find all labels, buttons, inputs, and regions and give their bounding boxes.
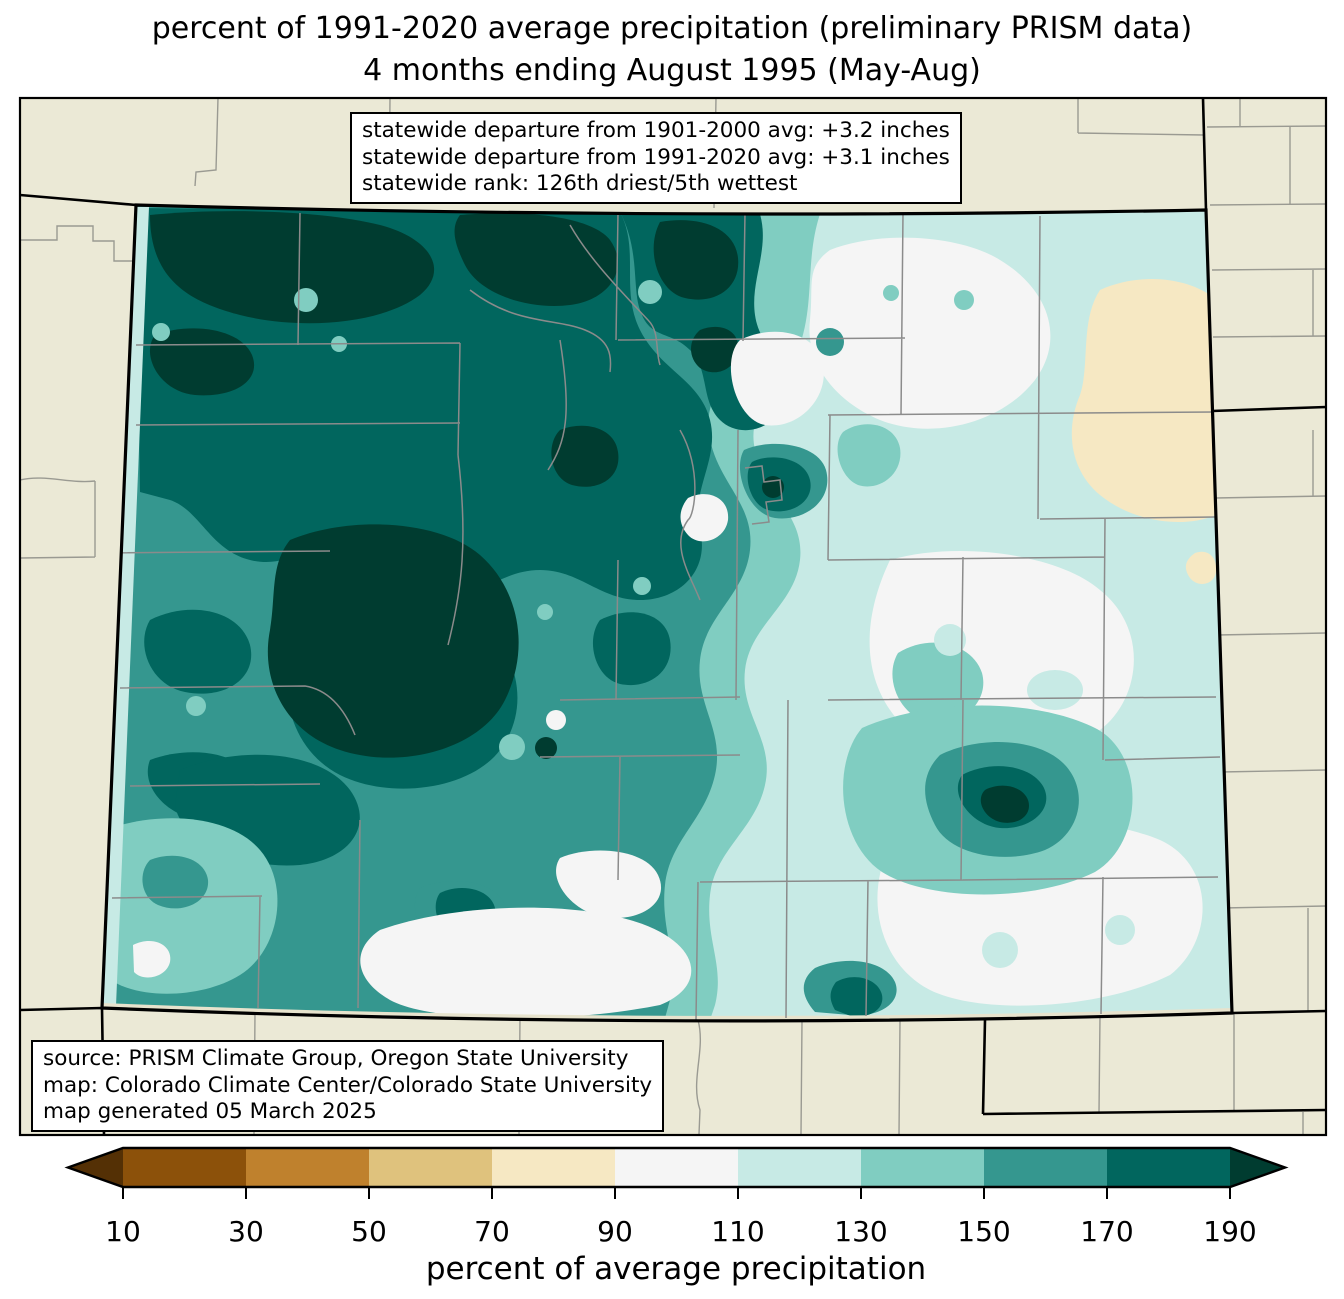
colorbar-axis-label: percent of average precipitation <box>426 1251 926 1287</box>
stats-annotation-box: statewide departure from 1901-2000 avg: … <box>350 112 962 204</box>
colorbar-extend-low-arrow <box>68 1148 123 1187</box>
colorbar-segment <box>615 1148 738 1187</box>
colorbar-tick-label: 30 <box>228 1215 264 1248</box>
colorbar-segment <box>738 1148 861 1187</box>
colorado-county-lines <box>104 212 1221 1021</box>
title-line-2: 4 months ending August 1995 (May-Aug) <box>363 53 981 88</box>
contour-sw-pocket-core <box>142 855 209 909</box>
colorbar-segment <box>246 1148 369 1187</box>
colorbar-segment <box>1107 1148 1230 1187</box>
contour-110-130-islands <box>934 624 1135 968</box>
axes-frame <box>18 96 1328 1137</box>
colorado-state-border <box>100 203 1234 1023</box>
colorbar-segment <box>492 1148 615 1187</box>
colorbar-tick-label: 110 <box>711 1215 764 1248</box>
stats-line-2: statewide departure from 1991-2020 avg: … <box>362 144 950 170</box>
colorbar-tick-label: 170 <box>1080 1215 1133 1248</box>
colorbar-segment <box>369 1148 492 1187</box>
source-line-3: map generated 05 March 2025 <box>43 1099 377 1124</box>
title-line-1: percent of 1991-2020 average precipitati… <box>151 11 1193 46</box>
colorbar-tick-label: 130 <box>834 1215 887 1248</box>
stats-line-1: statewide departure from 1901-2000 avg: … <box>362 118 950 143</box>
source-annotation-box: source: PRISM Climate Group, Oregon Stat… <box>31 1040 665 1132</box>
contour-70-90 <box>1071 279 1219 584</box>
colorbar-tick-label: 50 <box>351 1215 387 1248</box>
colorbar-ticks <box>122 1187 1231 1199</box>
colorado-contours <box>102 205 1232 1021</box>
colorbar-segment <box>984 1148 1107 1187</box>
colorbar-tick-label: 10 <box>105 1215 141 1248</box>
colorbar-segment <box>123 1148 246 1187</box>
stats-line-3: statewide rank: 126th driest/5th wettest <box>362 171 798 196</box>
colorbar-segment <box>861 1148 984 1187</box>
source-line-1: source: PRISM Climate Group, Oregon Stat… <box>43 1046 629 1071</box>
page-title: percent of 1991-2020 average precipitati… <box>0 8 1344 92</box>
colorbar-tick-label: 70 <box>474 1215 510 1248</box>
colorbar: 10 30 50 70 90 110 130 150 170 190 perce… <box>64 1146 1289 1287</box>
colorbar-extend-high-arrow <box>1230 1148 1285 1187</box>
colorbar-tick-label: 90 <box>597 1215 633 1248</box>
source-line-2: map: Colorado Climate Center/Colorado St… <box>43 1072 653 1098</box>
colorbar-tick-label: 190 <box>1203 1215 1256 1248</box>
west-edge-strip <box>102 207 149 1006</box>
colorbar-tick-label: 150 <box>957 1215 1010 1248</box>
